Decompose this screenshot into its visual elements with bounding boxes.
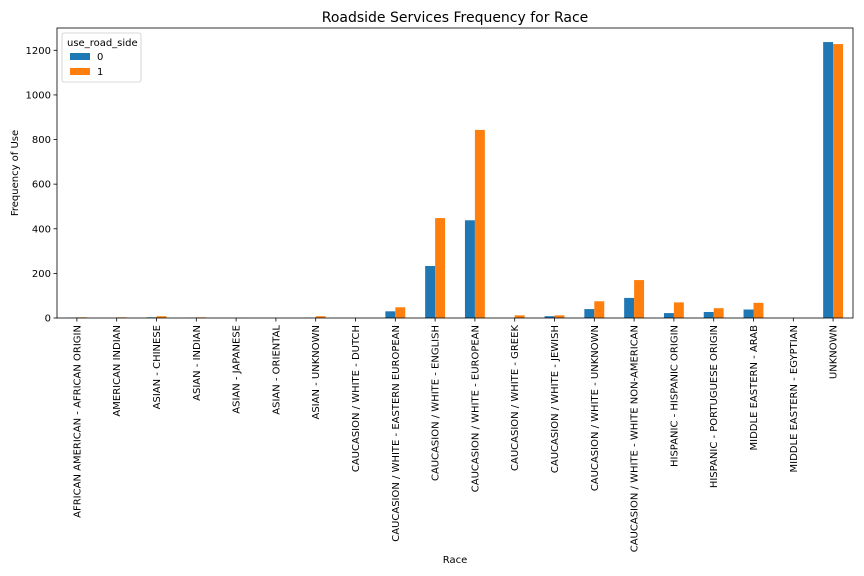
bar-series-1-10 xyxy=(474,129,485,318)
legend-title: use_road_side xyxy=(67,38,138,49)
chart-title: Roadside Services Frequency for Race xyxy=(322,10,589,26)
x-tick-label-9: CAUCASION / WHITE - ENGLISH xyxy=(431,325,442,481)
bar-series-1-13 xyxy=(594,301,605,318)
y-tick-label-3: 600 xyxy=(32,180,51,191)
bar-series-0-8 xyxy=(385,311,396,318)
x-tick-label-19: UNKNOWN xyxy=(829,325,840,379)
y-tick-label-6: 1200 xyxy=(26,46,51,57)
x-axis-title: Race xyxy=(443,555,468,566)
bar-series-0-17 xyxy=(743,309,754,318)
x-tick-label-13: CAUCASION / WHITE - UNKNOWN xyxy=(590,325,601,491)
x-tick-label-17: MIDDLE EASTERN - ARAB xyxy=(749,325,760,451)
bar-series-1-14 xyxy=(634,280,645,318)
bar-series-0-16 xyxy=(703,311,714,318)
y-tick-label-2: 400 xyxy=(32,224,51,235)
y-tick-label-5: 1000 xyxy=(26,90,51,101)
x-tick-label-14: CAUCASION / WHITE - WHITE NON-AMERICAN xyxy=(630,325,641,552)
x-tick-label-1: AMERICAN INDIAN xyxy=(112,325,123,417)
x-tick-label-18: MIDDLE EASTERN - EGYPTIAN xyxy=(789,325,800,472)
x-tick-label-3: ASIAN - INDIAN xyxy=(192,325,203,401)
x-tick-label-8: CAUCASION / WHITE - EASTERN EUROPEAN xyxy=(391,325,402,542)
bar-series-1-6 xyxy=(315,316,326,318)
bar-series-1-15 xyxy=(673,302,684,318)
x-tick-label-12: CAUCASION / WHITE - JEWISH xyxy=(550,325,561,473)
x-axis: AFRICAN AMERICAN - AFRICAN ORIGIN AMERICA… xyxy=(72,318,840,552)
x-tick-label-7: CAUCASION / WHITE - DUTCH xyxy=(351,325,362,472)
y-axis: 0 200 400 600 800 1000 1200 xyxy=(26,46,57,325)
legend-swatch-0 xyxy=(70,53,90,60)
bar-series-1-9 xyxy=(435,218,446,318)
bar-series-1-11 xyxy=(514,315,525,318)
bar-series-0-19 xyxy=(823,42,834,319)
bar-series-0-10 xyxy=(464,220,475,318)
bars-group xyxy=(66,42,844,319)
x-tick-label-0: AFRICAN AMERICAN - AFRICAN ORIGIN xyxy=(72,325,83,518)
y-tick-label-1: 200 xyxy=(32,269,51,280)
bar-series-1-17 xyxy=(753,302,764,318)
bar-series-0-15 xyxy=(663,313,674,318)
x-tick-label-15: HISPANIC - HISPANIC ORIGIN xyxy=(669,325,680,467)
x-tick-label-6: ASIAN - UNKNOWN xyxy=(311,325,322,420)
x-tick-label-5: ASIAN - ORIENTAL xyxy=(271,325,282,415)
y-tick-label-4: 800 xyxy=(32,135,51,146)
bar-series-0-14 xyxy=(624,297,635,318)
bar-series-1-8 xyxy=(395,307,406,318)
bar-series-0-13 xyxy=(584,309,595,318)
bar-series-1-19 xyxy=(833,44,844,319)
x-tick-label-11: CAUCASION / WHITE - GREEK xyxy=(510,325,521,471)
x-tick-label-10: CAUCASION / WHITE - EUROPEAN xyxy=(470,325,481,492)
bar-series-1-2 xyxy=(156,316,167,318)
plot-frame xyxy=(56,27,854,319)
bar-series-0-9 xyxy=(425,266,436,318)
bar-series-0-12 xyxy=(544,316,555,318)
legend-label-1: 1 xyxy=(97,67,103,78)
legend-label-0: 0 xyxy=(97,52,103,63)
bar-series-1-12 xyxy=(554,315,565,318)
legend: use_road_side 0 1 xyxy=(61,32,142,83)
x-tick-label-2: ASIAN - CHINESE xyxy=(152,325,163,409)
y-tick-label-0: 0 xyxy=(45,314,51,325)
y-axis-title: Frequency of Use xyxy=(10,130,21,216)
legend-swatch-1 xyxy=(70,68,90,75)
x-tick-label-4: ASIAN - JAPANESE xyxy=(232,325,243,414)
x-tick-label-16: HISPANIC - PORTUGUESE ORIGIN xyxy=(709,325,720,488)
bar-series-1-16 xyxy=(713,308,724,318)
